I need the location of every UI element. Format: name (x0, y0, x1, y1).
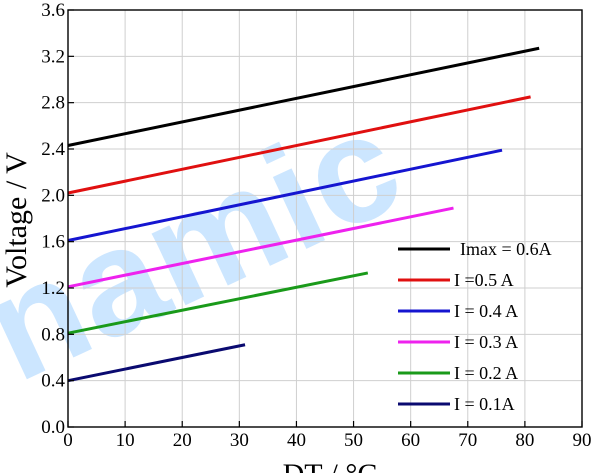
series-line-4 (67, 206, 454, 289)
legend-label-5: I = 0.2 A (454, 363, 518, 383)
x-tick-label: 40 (287, 430, 306, 451)
y-tick-label: 1.2 (41, 278, 65, 299)
x-tick-label: 20 (173, 430, 192, 451)
y-tick-label: 2.0 (41, 185, 65, 206)
x-tick-label: 50 (344, 430, 363, 451)
y-axis-title: Voltage / V (0, 152, 33, 288)
axes-frame (67, 9, 583, 428)
tick-labels: 0 10 20 30 40 50 60 70 80 90 0.0 0.4 0.8 1.2 1.6 2.0 2.4… (41, 0, 591, 451)
legend-label-1: Imax = 0.6A (460, 239, 552, 259)
series-line-1 (67, 46, 540, 147)
series-line-2 (67, 95, 531, 195)
x-tick-label: 10 (116, 430, 135, 451)
x-tick-label: 80 (515, 430, 534, 451)
y-tick-label: 0.0 (41, 417, 65, 438)
y-tick-label: 3.2 (41, 46, 65, 67)
plot-area-border (67, 9, 583, 428)
x-axis-title: DT / °C (283, 458, 378, 473)
series-line-6 (67, 343, 246, 383)
series-line-5 (67, 271, 369, 335)
legend-label-3: I = 0.4 A (454, 301, 518, 321)
legend-label-4: I = 0.3 A (454, 332, 518, 352)
y-tick-label: 0.8 (41, 324, 65, 345)
grid-lines (68, 10, 582, 427)
series-line-3 (67, 148, 503, 242)
x-tick-label: 30 (230, 430, 249, 451)
legend: Imax = 0.6A I =0.5 A I = 0.4 A I = 0.3 A I =… (398, 239, 552, 414)
legend-label-2: I =0.5 A (454, 270, 514, 290)
x-tick-label: 60 (401, 430, 420, 451)
y-tick-label: 1.6 (41, 232, 65, 253)
x-tick-label: 90 (573, 430, 592, 451)
y-tick-label: 2.8 (41, 93, 65, 114)
x-tick-label: 0 (63, 430, 73, 451)
y-tick-label: 0.4 (41, 371, 65, 392)
legend-label-6: I = 0.1A (454, 394, 515, 414)
y-tick-label: 3.6 (41, 0, 65, 21)
series-lines (67, 46, 540, 383)
y-tick-label: 2.4 (41, 139, 65, 160)
x-tick-label: 70 (458, 430, 477, 451)
